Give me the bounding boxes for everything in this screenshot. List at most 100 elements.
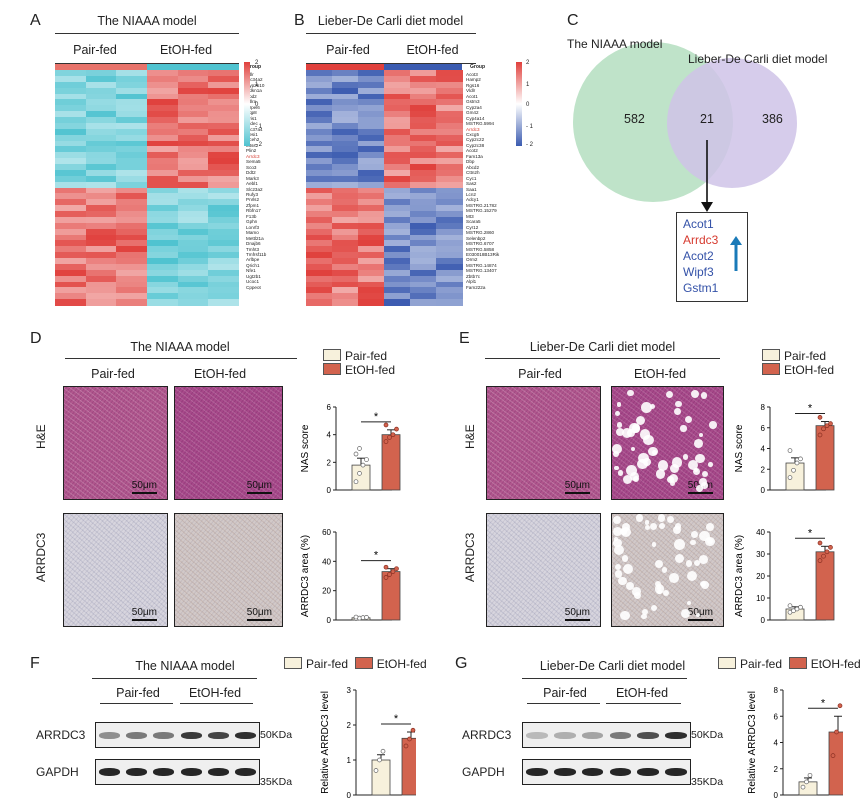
heatmap-cell (384, 275, 411, 282)
heatmap-cell (384, 263, 411, 271)
heatmap-cell (147, 193, 179, 200)
lipid-vacuole (686, 600, 691, 605)
panel-e-legend-etoh: EtOH-fed (762, 363, 834, 377)
heatmap-cell (177, 146, 209, 153)
gene-label: MSTRG.6707 (466, 241, 495, 247)
heatmap-cell (436, 75, 463, 83)
panel-d-title: The NIAAA model (130, 340, 230, 354)
gene-label: Cyp2c22 (466, 137, 485, 143)
heatmap-cell (306, 75, 333, 83)
heatmap-b-colorbar (516, 62, 522, 146)
heatmap-cell (116, 175, 148, 183)
gene-label: Arrdc3 (466, 126, 480, 132)
heatmap-cell (208, 181, 240, 188)
lipid-vacuole (681, 608, 691, 618)
heatmap-cell (358, 205, 385, 212)
gene-label: Mamo (246, 230, 259, 236)
gene-label: Acot3 (466, 72, 478, 77)
heatmap-cell (306, 134, 333, 141)
heatmap-cell (147, 81, 179, 89)
heatmap-cell (147, 105, 179, 112)
heatmap-cell (85, 240, 117, 247)
gene-label: Qrich1 (246, 262, 260, 268)
heatmap-cell (177, 93, 209, 100)
lipid-vacuole (612, 451, 619, 458)
heatmap-cell (384, 164, 411, 171)
heatmap-cell (55, 258, 87, 265)
gene-label: Aebl1 (246, 181, 258, 187)
heatmap-cell (332, 234, 359, 241)
heatmap-cell (436, 246, 463, 253)
y-tick-label: 6 (774, 712, 779, 721)
heatmap-cell (208, 75, 240, 83)
lipid-vacuole (672, 457, 683, 468)
heatmap-cell (177, 258, 209, 265)
ihc-image-etoh-niaaa: 50μm (174, 513, 283, 627)
heatmap-cell (208, 140, 240, 147)
heatmap-cell (177, 199, 209, 206)
heatmap-cell (208, 187, 240, 194)
blot-band (234, 768, 256, 776)
heatmap-cell (436, 70, 463, 77)
heatmap-cell (332, 187, 359, 194)
gene-label: Rgs16 (466, 82, 480, 88)
heatmap-cell (85, 75, 117, 83)
heatmap-cell (208, 70, 240, 77)
heatmap-cell (410, 111, 437, 118)
heatmap-a-group-key: Group (246, 64, 261, 70)
heatmap-cell (410, 193, 437, 200)
heatmap-cell (306, 117, 333, 124)
heatmap-cell (177, 158, 209, 165)
blot-band (153, 731, 175, 739)
heatmap-cell (332, 169, 359, 177)
gene-label: Mark3 (246, 175, 259, 181)
heatmap-cell (306, 152, 333, 159)
heatmap-cell (177, 246, 209, 253)
data-point (817, 432, 823, 438)
heatmap-cell (332, 211, 359, 218)
blot-band (553, 768, 576, 776)
blot-band (581, 768, 604, 776)
heatmap-cell (55, 181, 87, 188)
panel-label-a: A (30, 12, 41, 29)
significance-star: * (374, 411, 379, 423)
heatmap-cell (177, 117, 209, 124)
panel-f-kda-50: 50KDa (260, 729, 293, 741)
y-axis-label: Relative ARRDC3 level (747, 691, 758, 794)
heatmap-cell (208, 258, 240, 265)
heatmap-cell (358, 70, 385, 77)
heatmap-cell (436, 293, 463, 300)
heatmap-cell (116, 169, 148, 177)
blot-band (99, 768, 121, 776)
heatmap-cell (147, 234, 179, 241)
heatmap-cell (85, 281, 117, 288)
data-point (791, 467, 796, 473)
y-tick-label: 8 (761, 403, 766, 412)
heatmap-cell (436, 258, 463, 265)
panel-g-gapdh-label: GAPDH (462, 765, 505, 779)
heatmap-cell (55, 187, 87, 194)
heatmap-cell (410, 105, 437, 112)
heatmap-cell (410, 99, 437, 106)
heatmap-cell (147, 75, 179, 83)
lipid-vacuole (700, 392, 708, 399)
heatmap-cell (306, 234, 333, 241)
heatmap-cell (358, 75, 385, 83)
heatmap-cell (358, 158, 385, 165)
data-point (387, 435, 392, 440)
heatmap-cell (55, 228, 87, 235)
heatmap-cell (55, 252, 87, 259)
heatmap-cell (116, 246, 148, 253)
heatmap-cell (116, 222, 148, 230)
gene-label: Cyr12 (466, 224, 479, 230)
heatmap-cell (306, 122, 333, 130)
y-tick-label: 6 (761, 424, 766, 433)
gene-label: Selenbp2 (466, 235, 486, 241)
heatmap-cell (85, 164, 117, 171)
heatmap-cell (358, 152, 385, 159)
heatmap-cell (384, 199, 411, 206)
y-tick-label: 20 (756, 572, 765, 581)
heatmap-cell (147, 293, 179, 300)
data-point (821, 553, 826, 559)
y-tick-label: 20 (322, 587, 331, 596)
